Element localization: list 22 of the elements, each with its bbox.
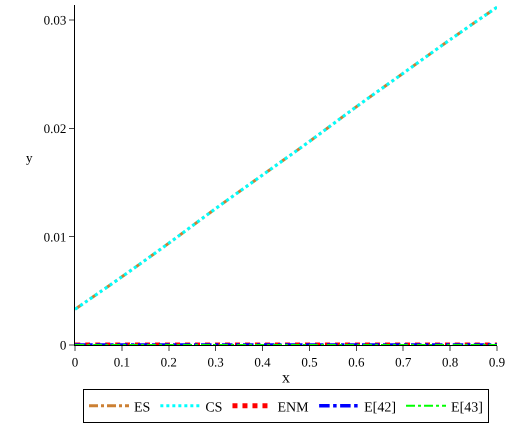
legend-label: E[42] <box>364 400 396 416</box>
x-tick-label: 0.4 <box>254 354 272 370</box>
x-tick-label: 0.1 <box>114 354 130 370</box>
legend-label: ENM <box>277 400 310 416</box>
x-tick-label: 0.6 <box>348 354 365 370</box>
x-tick-label: 0.3 <box>208 354 224 370</box>
x-tick-label: 0.2 <box>160 354 177 370</box>
legend-label: ES <box>134 400 150 416</box>
x-tick-label: 0.9 <box>488 354 506 370</box>
x-tick-label: 0.5 <box>301 354 318 370</box>
x-tick-label: 0 <box>72 354 78 370</box>
x-tick-label: 0.7 <box>395 354 412 370</box>
y-tick-label: 0.01 <box>44 229 66 244</box>
line-series <box>75 6 497 311</box>
x-tick-label: 0.8 <box>442 354 458 370</box>
y-tick-label: 0 <box>60 338 66 353</box>
y-axis-title: y <box>26 150 33 165</box>
legend-label: E[43] <box>451 400 483 416</box>
y-tick-label: 0.02 <box>44 120 66 136</box>
y-tick-label: 0.03 <box>44 12 66 28</box>
x-axis-title: x <box>282 369 290 386</box>
legend-label: CS <box>205 400 222 416</box>
